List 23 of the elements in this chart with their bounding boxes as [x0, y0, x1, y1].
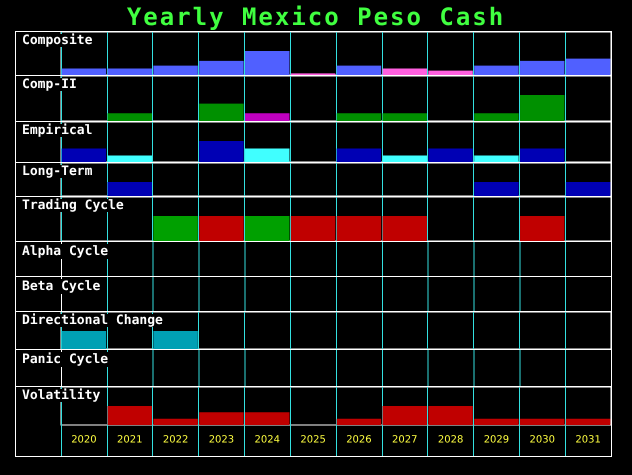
x-tick-label: 2028	[438, 434, 464, 446]
x-tick-label: 2024	[254, 434, 280, 446]
text: Panic Cycle	[22, 352, 108, 367]
text: Yearly Mexico Peso Cash	[126, 3, 506, 31]
x-tick-label: 2025	[300, 434, 326, 446]
chart-title: Long-Term	[22, 164, 93, 179]
x-tick-label: 2022	[162, 434, 188, 446]
chart-title: Empirical	[22, 123, 92, 138]
text: Alpha Cycle	[22, 244, 108, 259]
chart-title: Directional Change	[22, 313, 164, 328]
chart-title: Trading Cycle	[22, 198, 124, 213]
x-tick-label: 2026	[346, 434, 372, 446]
text: Beta Cycle	[22, 279, 100, 294]
x-tick-label: 2030	[530, 434, 555, 446]
x-tick-label: 2029	[484, 434, 510, 446]
x-tick-label: 2021	[117, 434, 142, 446]
chart-title: Composite	[22, 33, 93, 48]
x-tick-label: 2023	[208, 434, 234, 446]
chart-title: Volatility	[22, 388, 100, 403]
chart-title: Comp-II	[22, 77, 77, 92]
x-tick-label: 2020	[71, 434, 97, 446]
x-tick-label: 2031	[575, 434, 601, 446]
x-tick-label: 2027	[392, 434, 418, 446]
